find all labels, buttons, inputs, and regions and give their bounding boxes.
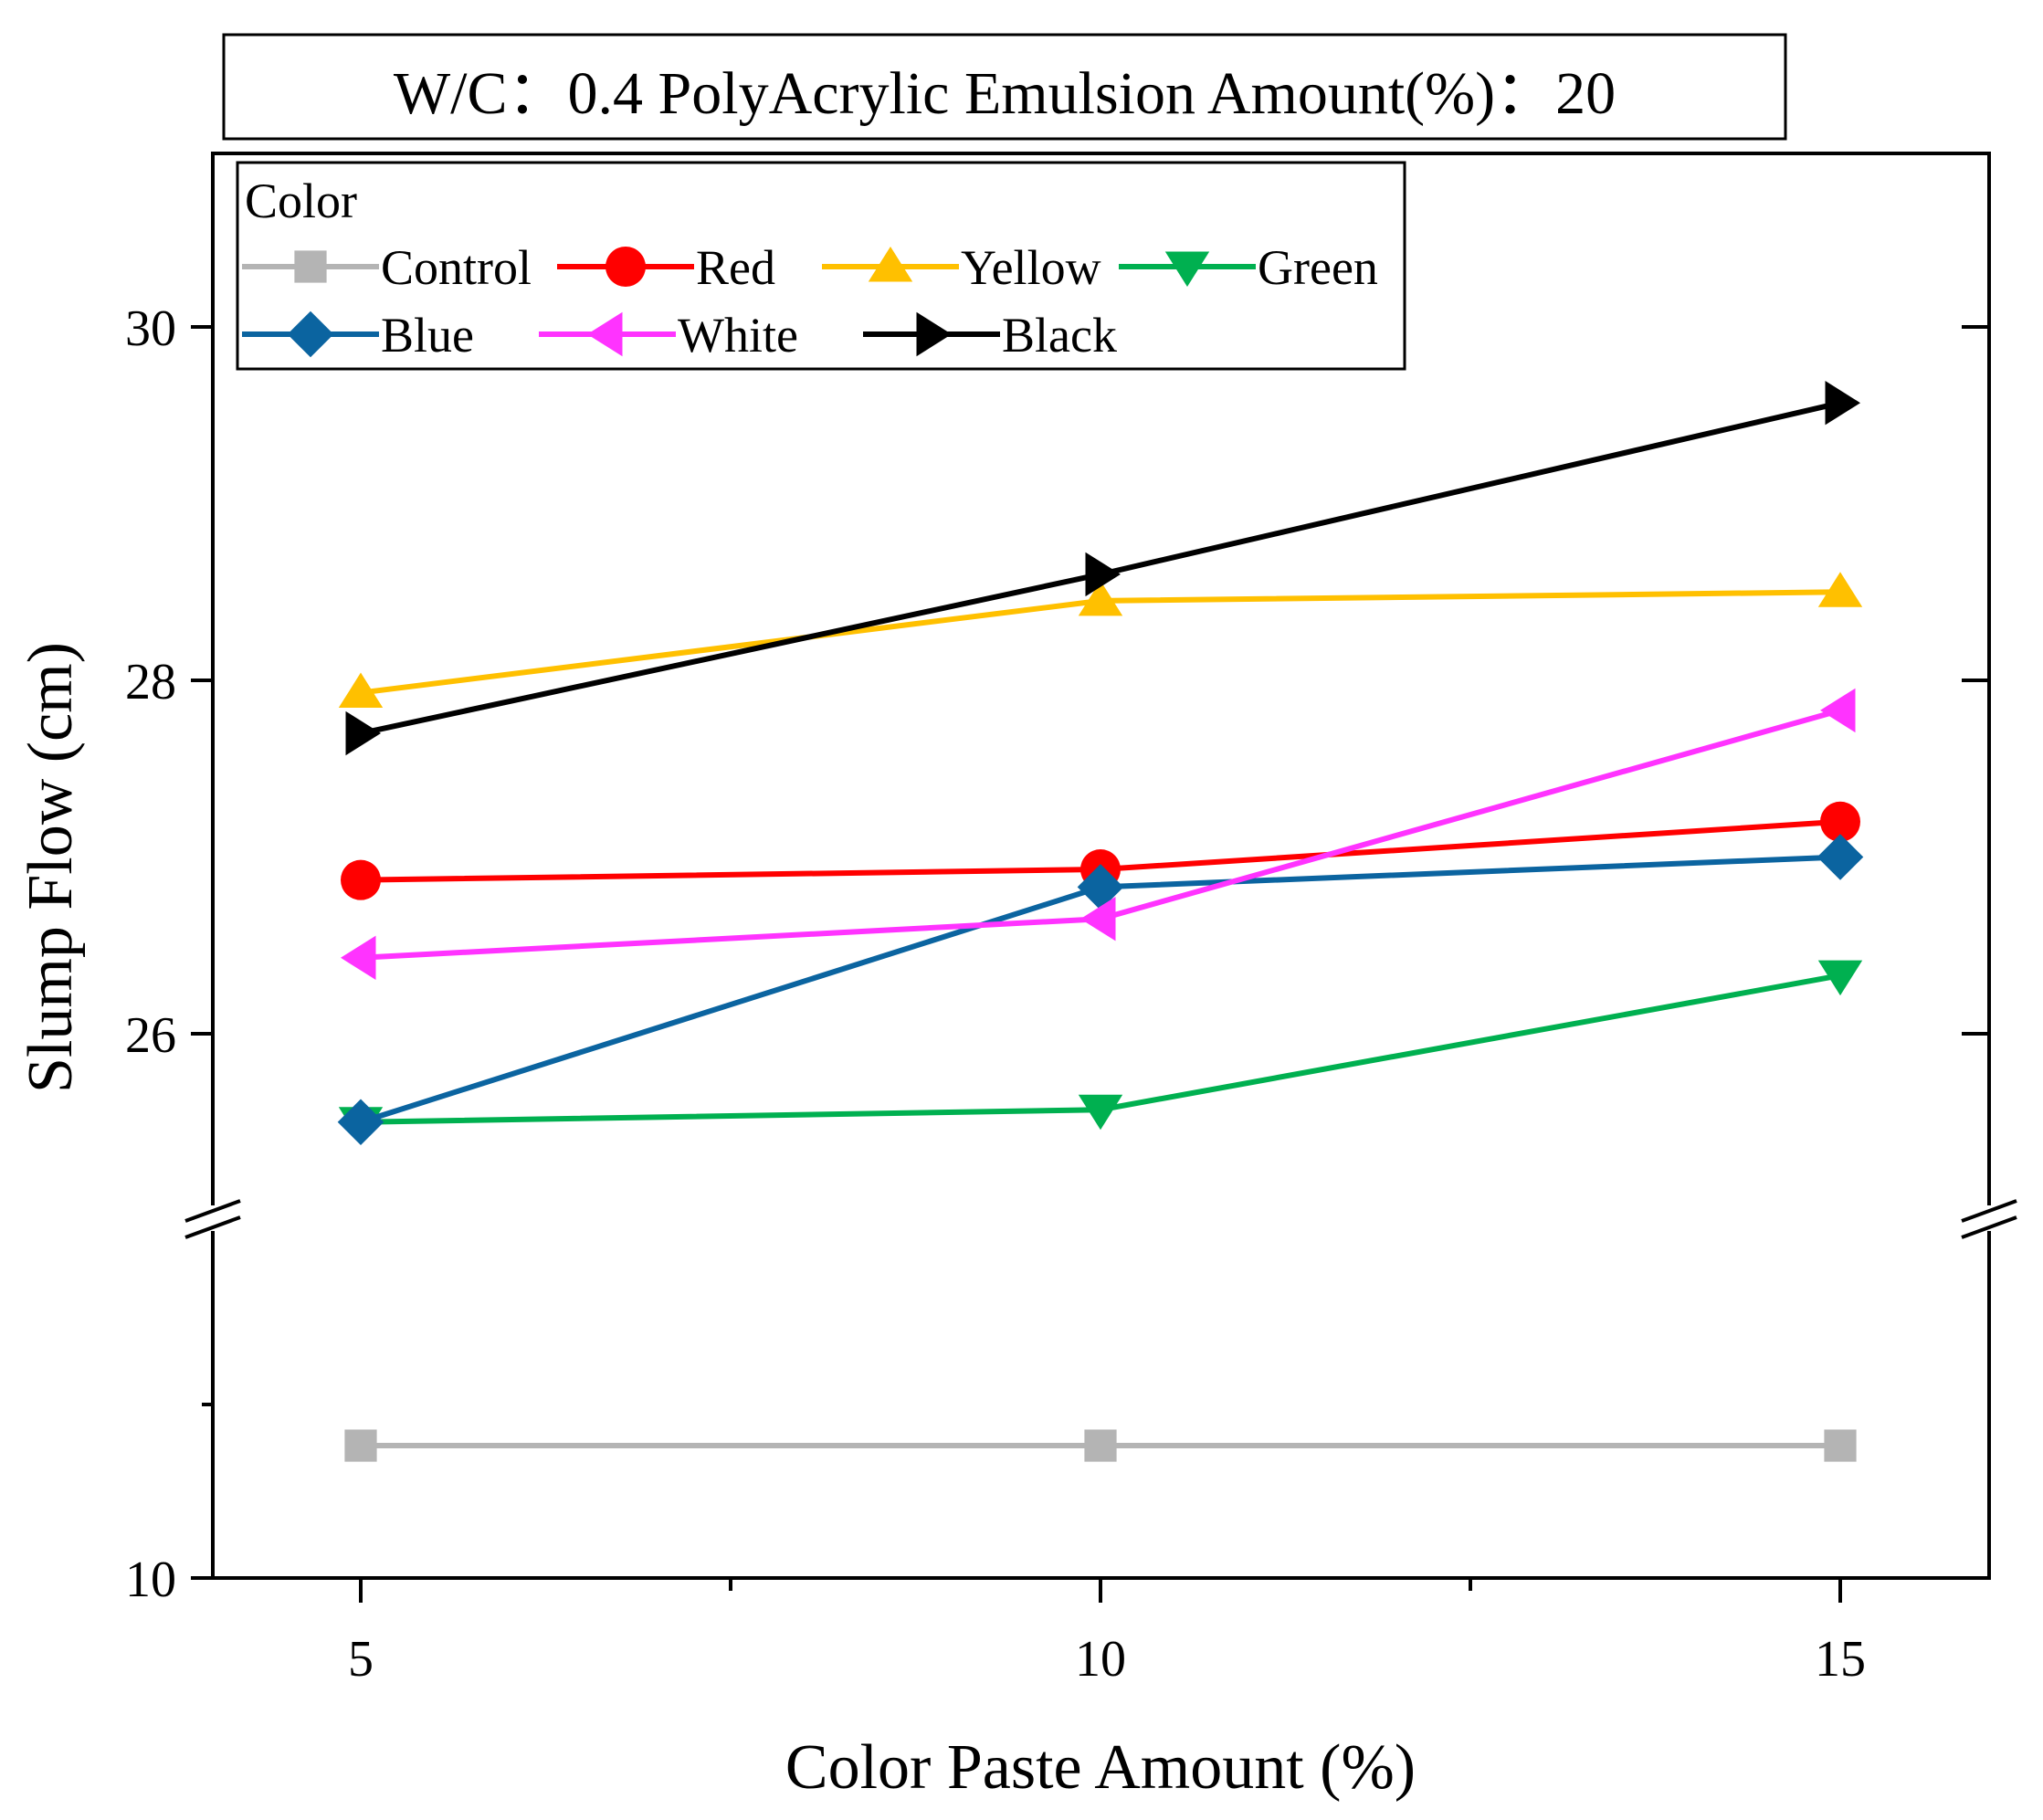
legend-marker-black: [916, 311, 952, 357]
legend-label-blue: Blue: [381, 308, 474, 363]
series-black: [345, 381, 1860, 756]
data-point-blue-5: [337, 1099, 384, 1146]
legend-item-control: Control: [242, 240, 532, 295]
axis-break-mark-left-1: [184, 1199, 241, 1223]
legend-label-white: White: [678, 308, 798, 363]
legend-label-black: Black: [1002, 308, 1117, 363]
legend-item-yellow: Yellow: [822, 240, 1101, 295]
data-point-red-5: [341, 859, 381, 900]
data-point-green-15: [1817, 960, 1863, 996]
series-white: [341, 688, 1856, 980]
y-tick-label-30: 30: [125, 300, 176, 357]
y-tick-label-28: 28: [125, 654, 176, 710]
series-control: [344, 1429, 1857, 1462]
legend-marker-white: [587, 311, 623, 357]
legend-item-white: White: [539, 308, 798, 363]
legend-marker-blue: [287, 310, 334, 358]
series-blue: [337, 834, 1864, 1146]
series-layer: [337, 381, 1864, 1462]
x-axis-label: Color Paste Amount (%): [785, 1732, 1416, 1803]
data-point-blue-10: [1077, 864, 1124, 910]
x-tick-label-5: 5: [348, 1631, 374, 1688]
legend-marker-control: [294, 250, 327, 283]
data-point-control-15: [1824, 1429, 1857, 1462]
x-tick-label-10: 10: [1075, 1631, 1126, 1688]
data-point-black-5: [345, 710, 381, 756]
series-green: [338, 960, 1863, 1142]
series-yellow: [338, 572, 1863, 709]
axis-break-mark-right-2: [1961, 1215, 2017, 1239]
data-point-red-15: [1820, 801, 1860, 842]
data-point-white-5: [341, 935, 376, 980]
legend-marker-green: [1164, 251, 1210, 287]
x-tick-label-15: 15: [1815, 1631, 1866, 1688]
data-point-white-10: [1080, 897, 1116, 942]
data-point-control-10: [1084, 1429, 1117, 1462]
legend-title: Color: [245, 174, 357, 228]
data-point-blue-15: [1817, 834, 1864, 880]
legend-label-yellow: Yellow: [961, 240, 1101, 295]
legend-item-green: Green: [1119, 240, 1378, 295]
chart-title: W/C：0.4 PolyAcrylic Emulsion Amount(%)：2…: [394, 60, 1616, 127]
legend-marker-red: [606, 247, 646, 287]
legend-label-green: Green: [1258, 240, 1378, 295]
legend-item-red: Red: [557, 240, 775, 295]
data-point-white-15: [1820, 688, 1856, 733]
y-ticks: [191, 325, 1989, 1580]
data-point-yellow-5: [338, 672, 384, 709]
axis-break-mark-right-1: [1961, 1199, 2017, 1223]
y-tick-label-26: 26: [125, 1007, 176, 1064]
data-point-yellow-15: [1817, 572, 1863, 607]
chart-title-box: [222, 33, 1787, 141]
data-point-black-10: [1085, 552, 1121, 597]
data-point-yellow-10: [1078, 580, 1123, 616]
x-ticks: [359, 1578, 1842, 1603]
axis-break-mark-left-2: [184, 1215, 241, 1239]
data-point-control-5: [344, 1429, 377, 1462]
data-point-black-15: [1825, 381, 1860, 426]
legend-item-black: Black: [863, 308, 1117, 363]
legend-label-control: Control: [381, 240, 532, 295]
y-axis-label: Slump Flow (cm): [16, 642, 86, 1093]
legend-marker-yellow: [868, 247, 913, 282]
legend-layer: Control Red Yellow Green Blue White Black: [242, 240, 1378, 363]
legend-item-blue: Blue: [242, 308, 474, 363]
data-point-green-10: [1078, 1094, 1123, 1131]
y-tick-label-10: 10: [125, 1552, 176, 1608]
legend-label-red: Red: [696, 240, 775, 295]
